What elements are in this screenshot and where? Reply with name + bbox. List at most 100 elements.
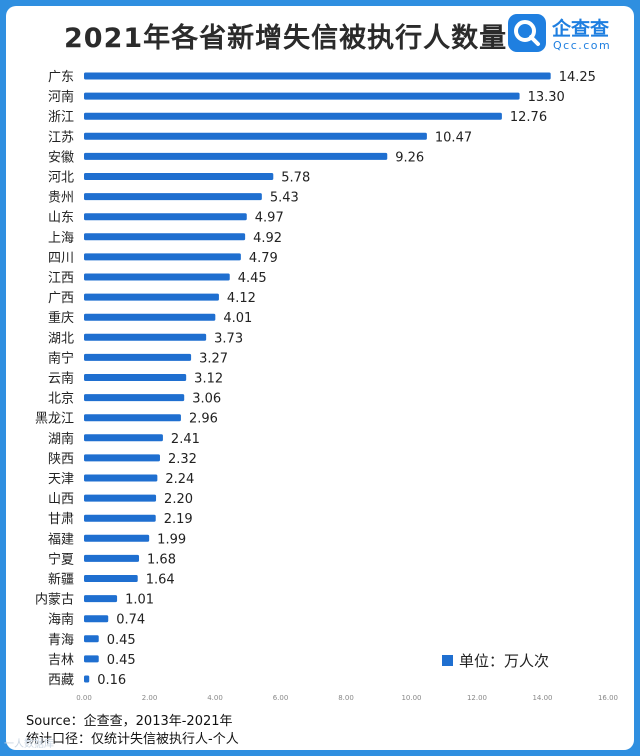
value-label: 4.01 [223,311,252,326]
category-label: 重庆 [48,310,74,326]
bar [84,575,138,582]
bar [84,494,157,502]
category-label: 贵州 [48,191,74,206]
x-tick-label: 12.00 [467,694,487,702]
legend: 单位：万人次 [442,650,549,671]
qcc-logo: 企查查 Qcc.com [508,12,626,58]
category-label: 福建 [48,532,74,547]
bar [84,353,192,361]
bar [84,615,109,623]
category-label: 四川 [48,251,74,266]
chart-title: 2021年各省新增失信被执行人数量 [64,23,508,54]
bar [84,273,230,281]
category-label: 青海 [48,633,74,648]
value-label: 4.92 [253,231,282,246]
value-label: 9.26 [395,150,424,165]
bar [84,595,118,603]
category-label: 江苏 [48,129,74,145]
value-label: 5.43 [270,191,299,206]
bar [84,193,262,201]
bar [84,534,150,542]
category-label: 新疆 [48,572,74,588]
bar [84,474,158,482]
value-label: 4.12 [227,291,256,306]
bar [84,132,427,140]
value-label: 3.06 [192,392,221,407]
bar [84,253,241,261]
value-label: 3.73 [214,331,243,346]
category-label: 陕西 [48,452,74,467]
bar [84,233,246,241]
bar [84,434,163,442]
x-tick-label: 8.00 [338,694,354,702]
value-label: 3.27 [199,351,228,366]
legend-label: 单位：万人次 [459,652,550,670]
bar [84,635,99,643]
category-label: 湖北 [48,331,74,346]
watermark: 一人数据库 [4,739,54,750]
bar [84,414,181,422]
bar [84,333,207,341]
x-tick-label: 10.00 [401,694,421,702]
bar [84,655,99,663]
value-label: 2.24 [165,472,194,487]
x-tick-label: 4.00 [207,694,223,702]
value-label: 5.78 [281,171,310,186]
value-label: 1.64 [146,573,175,588]
qcc-logo-icon [508,14,546,52]
category-label: 安徽 [48,150,74,165]
x-tick-label: 14.00 [532,694,552,702]
value-label: 13.30 [528,90,565,105]
logo-domain: Qcc.com [553,39,612,52]
logo-brand-name: 企查查 [552,18,610,40]
category-label: 湖南 [48,431,74,447]
value-label: 0.45 [107,653,136,668]
bar [84,152,388,160]
bar [84,675,90,683]
legend-swatch [442,655,453,666]
category-label: 上海 [48,231,74,246]
category-label: 海南 [48,612,74,628]
value-label: 4.45 [238,271,267,286]
x-tick-label: 16.00 [598,694,618,702]
value-label: 2.41 [171,432,200,447]
bar [84,374,187,381]
category-label: 吉林 [48,653,74,668]
value-label: 0.74 [116,613,145,628]
bar [84,173,274,180]
bar [84,213,247,221]
bar [84,92,520,100]
value-label: 3.12 [194,372,223,387]
value-label: 0.16 [97,673,126,688]
value-label: 2.20 [164,492,193,507]
category-label: 甘肃 [48,512,74,527]
x-tick-label: 2.00 [142,694,158,702]
bar [84,454,160,462]
category-label: 云南 [48,371,74,387]
category-label: 山西 [48,492,74,507]
bar [84,514,156,522]
scope-note: 统计口径：仅统计失信被执行人-个人 [26,732,239,747]
value-label: 1.68 [147,552,176,567]
value-label: 0.45 [107,633,136,648]
category-label: 黑龙江 [35,412,74,427]
value-label: 4.97 [255,211,284,226]
category-label: 南宁 [48,350,74,366]
value-label: 14.25 [559,70,596,85]
category-label: 西藏 [48,673,74,688]
category-label: 内蒙古 [35,592,74,608]
category-label: 天津 [48,472,74,487]
category-label: 河北 [48,171,74,186]
value-label: 2.96 [189,412,218,427]
value-label: 4.79 [249,251,278,266]
category-label: 北京 [48,392,74,407]
bar [84,554,140,562]
bar [84,112,502,120]
category-label: 江西 [48,271,74,286]
value-label: 2.19 [164,512,193,527]
value-label: 12.76 [510,110,547,125]
value-label: 1.99 [157,532,186,547]
category-label: 浙江 [48,110,74,125]
bar [84,72,551,80]
